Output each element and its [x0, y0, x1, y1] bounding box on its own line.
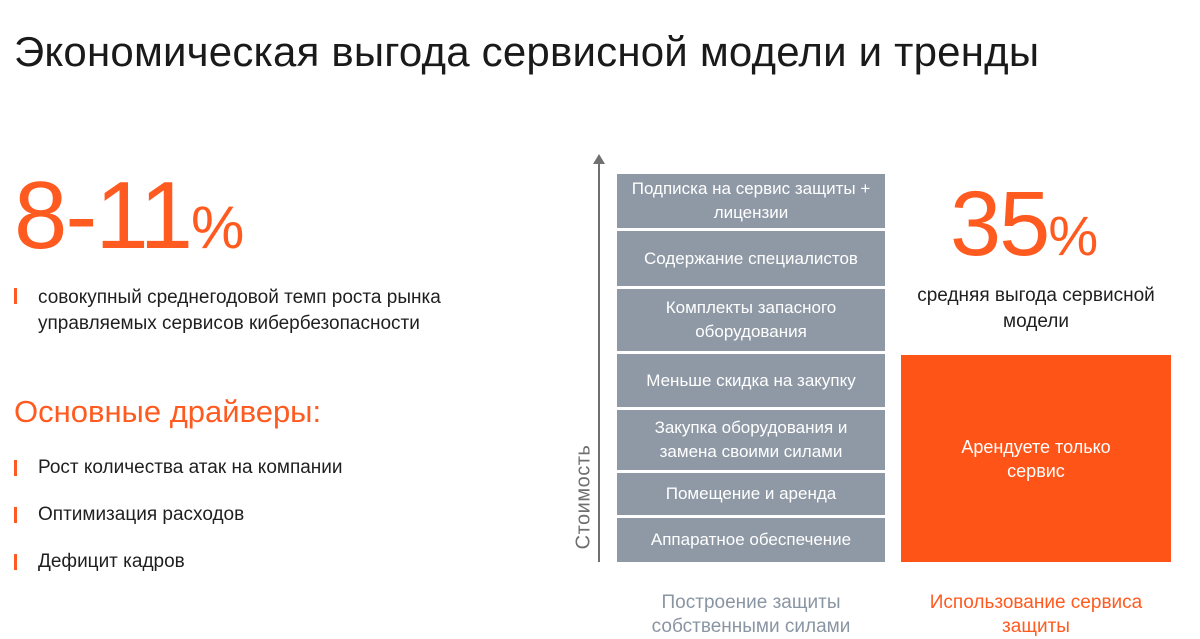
driver-item: Дефицит кадров [14, 551, 185, 573]
drivers-title: Основные драйверы: [14, 394, 322, 429]
growth-description: совокупный среднегодовой темп роста рынк… [14, 285, 538, 337]
cost-axis [598, 158, 600, 562]
growth-value: 8-11 [14, 162, 193, 269]
savings-value: 35 [950, 173, 1050, 275]
cost-block-procurement: Закупка оборудования и замена своими сил… [617, 410, 885, 470]
driver-item: Оптимизация расходов [14, 504, 244, 526]
savings-description: средняя выгода сервисной модели [917, 285, 1155, 332]
savings-stat: 35% [950, 178, 1098, 270]
growth-description-text: совокупный среднегодовой темп роста рынк… [38, 287, 441, 334]
savings-percent-sign: % [1048, 204, 1099, 267]
service-block-text: Арендуете только сервис [961, 436, 1111, 481]
own-build-caption: Построение защиты собственными силами [651, 592, 851, 637]
driver-text: Рост количества атак на компании [38, 457, 343, 478]
driver-text: Оптимизация расходов [38, 504, 245, 525]
accent-bar-icon [14, 507, 17, 523]
accent-bar-icon [14, 288, 17, 304]
accent-bar-icon [14, 554, 17, 570]
page-title: Экономическая выгода сервисной модели и … [14, 28, 1040, 75]
cost-block-discount: Меньше скидка на закупку [617, 354, 885, 407]
cost-block-hardware: Аппаратное обеспечение [617, 518, 885, 562]
growth-percent-sign: % [191, 194, 245, 261]
cost-block-spare-equipment: Комплекты запасного оборудования [617, 289, 885, 351]
accent-bar-icon [14, 460, 17, 476]
service-caption: Использование сервиса защиты [929, 592, 1143, 637]
cost-block-specialists: Содержание специалистов [617, 231, 885, 286]
driver-item: Рост количества атак на компании [14, 457, 343, 479]
cost-block-premises: Помещение и аренда [617, 473, 885, 515]
driver-text: Дефицит кадров [38, 551, 185, 572]
cost-block-subscription: Подписка на сервис защиты + лицензии [617, 174, 885, 228]
service-block: Арендуете только сервис [901, 355, 1171, 562]
cost-axis-label: Стоимость [572, 444, 595, 550]
growth-stat: 8-11% [14, 168, 244, 264]
